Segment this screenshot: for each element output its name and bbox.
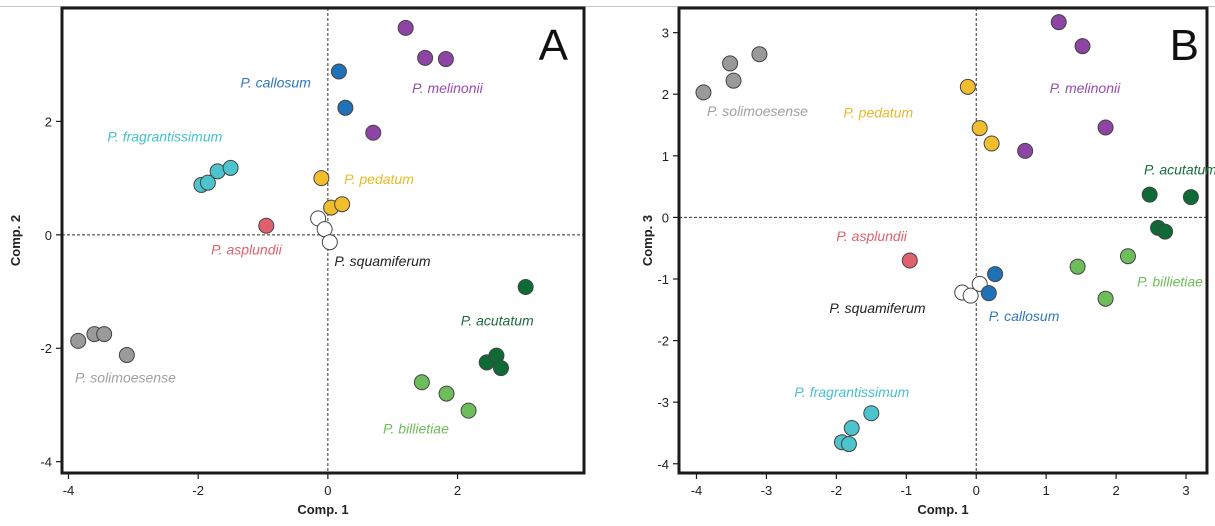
panel-b-point-p-fragrantissimum bbox=[843, 420, 860, 437]
panel-a-point-p-asplundii bbox=[258, 217, 275, 234]
panel-a-point-p-solimoesense bbox=[118, 347, 135, 364]
panel-b-point-p-melinonii bbox=[1074, 38, 1091, 55]
panel-a-point-p-billietiae bbox=[438, 385, 455, 402]
panel-a-label-p-pedatum: P. pedatum bbox=[344, 171, 414, 187]
panel-a-label-p-squamiferum: P. squamiferum bbox=[334, 253, 431, 269]
panel-b-point-p-pedatum bbox=[959, 78, 976, 95]
panel-b-point-p-billietiae bbox=[1119, 248, 1136, 265]
panel-a-xtick-label: -4 bbox=[63, 483, 75, 498]
panel-b-label-p-fragrantissimum: P. fragrantissimum bbox=[794, 384, 909, 400]
panel-a-point-p-callosum bbox=[337, 99, 354, 116]
panel-a-x-axis-label: Comp. 1 bbox=[297, 502, 348, 517]
panel-b-point-p-fragrantissimum bbox=[863, 405, 880, 422]
panel-b-xtick-label: 1 bbox=[1043, 483, 1050, 498]
panel-b-point-p-acutatum bbox=[1141, 186, 1158, 203]
panel-b-y-axis-label: Comp. 3 bbox=[640, 215, 655, 266]
panel-a-point-p-solimoesense bbox=[70, 332, 87, 349]
panel-a-point-p-melinonii bbox=[365, 124, 382, 141]
panel-b-point-p-squamiferum bbox=[962, 287, 979, 304]
panel-a-point-p-pedatum bbox=[334, 196, 351, 213]
panel-a-label-p-asplundii: P. asplundii bbox=[211, 242, 282, 258]
panel-b-ytick-label: -3 bbox=[657, 395, 669, 410]
panel-b-point-p-pedatum bbox=[971, 120, 988, 137]
panel-b-xtick-label: 2 bbox=[1112, 483, 1119, 498]
panel-b-plot-frame bbox=[677, 6, 1209, 475]
panel-b-point-p-fragrantissimum bbox=[840, 436, 857, 453]
panel-b-xtick-label: 0 bbox=[973, 483, 980, 498]
panel-b-ytick-label: -4 bbox=[657, 457, 669, 472]
panel-b-xtick-label: -2 bbox=[831, 483, 843, 498]
panel-b-ytick-label: -1 bbox=[657, 272, 669, 287]
top-divider-line bbox=[0, 6, 1215, 7]
panel-a-plot-frame bbox=[60, 6, 586, 475]
panel-b-point-p-acutatum bbox=[1157, 223, 1174, 240]
panel-b-letter: B bbox=[1170, 21, 1199, 70]
panel-b-ytick-label: 2 bbox=[662, 87, 669, 102]
panel-a-label-p-melinonii: P. melinonii bbox=[412, 80, 483, 96]
panel-a-label-p-solimoesense: P. solimoesense bbox=[75, 369, 176, 385]
panel-b-label-p-squamiferum: P. squamiferum bbox=[829, 300, 926, 316]
panel-b-point-p-solimoesense bbox=[725, 72, 742, 89]
panel-b-label-p-melinonii: P. melinonii bbox=[1050, 80, 1121, 96]
panel-a-xtick-label: 2 bbox=[454, 483, 461, 498]
panel-a-point-p-melinonii bbox=[397, 19, 414, 36]
panel-a-point-p-callosum bbox=[330, 63, 347, 80]
panel-a-label-p-acutatum: P. acutatum bbox=[461, 313, 534, 329]
panel-b-point-p-solimoesense bbox=[695, 84, 712, 101]
panel-b-point-p-pedatum bbox=[983, 135, 1000, 152]
panel-b-point-p-billietiae bbox=[1097, 290, 1114, 307]
panel-b-x-axis-label: Comp. 1 bbox=[917, 502, 968, 517]
panel-b-point-p-solimoesense bbox=[751, 46, 768, 63]
panel-a-ytick-label: -2 bbox=[40, 341, 52, 356]
panel-a-point-p-billietiae bbox=[413, 374, 430, 391]
panel-b-point-p-billietiae bbox=[1069, 258, 1086, 275]
panel-b-xtick-label: -3 bbox=[761, 483, 773, 498]
panel-a-point-p-melinonii bbox=[417, 49, 434, 66]
panel-b-ytick-label: 3 bbox=[662, 26, 669, 41]
panel-a-y-axis-label: Comp. 2 bbox=[8, 215, 23, 266]
panel-a-label-p-callosum: P. callosum bbox=[240, 74, 311, 90]
panel-b-xtick-label: -4 bbox=[691, 483, 703, 498]
chart-panel-b: -4 -3 -2 -1 0 1 2 3 -4 -3 -2 -1 0 1 2 3 Comp. 1 Comp. 3 B P… bbox=[640, 6, 1215, 517]
panel-a-label-p-fragrantissimum: P. fragrantissimum bbox=[107, 128, 222, 144]
panel-a-point-p-solimoesense bbox=[96, 326, 113, 343]
panel-b-xtick-label: -1 bbox=[901, 483, 913, 498]
panel-b-point-p-asplundii bbox=[901, 252, 918, 269]
panel-b-label-p-billietiae: P. billietiae bbox=[1137, 273, 1203, 289]
panel-b-label-p-callosum: P. callosum bbox=[989, 308, 1060, 324]
panel-a-point-p-squamiferum bbox=[321, 234, 338, 251]
panel-a-xtick-label: -2 bbox=[192, 483, 204, 498]
panel-b-point-p-callosum bbox=[987, 266, 1004, 283]
panel-a-point-p-fragrantissimum bbox=[199, 174, 216, 191]
panel-b-xtick-label: 3 bbox=[1182, 483, 1189, 498]
panel-b-label-p-pedatum: P. pedatum bbox=[843, 105, 913, 121]
panel-a-point-p-billietiae bbox=[460, 402, 477, 419]
panel-b-label-p-asplundii: P. asplundii bbox=[836, 228, 907, 244]
panel-b-point-p-callosum bbox=[980, 285, 997, 302]
panel-a-point-p-acutatum bbox=[492, 360, 509, 377]
panel-a-point-p-pedatum bbox=[313, 170, 330, 187]
panel-a-point-p-melinonii bbox=[437, 51, 454, 68]
panel-a-xtick-label: 0 bbox=[324, 483, 331, 498]
panel-b-point-p-melinonii bbox=[1017, 142, 1034, 159]
panel-a-label-p-billietiae: P. billietiae bbox=[383, 420, 449, 436]
panel-b-label-p-solimoesense: P. solimoesense bbox=[707, 103, 808, 119]
panel-a-point-p-acutatum bbox=[517, 279, 534, 295]
panel-b-point-p-melinonii bbox=[1050, 14, 1067, 31]
panel-b-point-p-melinonii bbox=[1097, 119, 1114, 136]
panel-a-letter: A bbox=[539, 21, 569, 70]
panel-b-ytick-label: 1 bbox=[662, 149, 669, 164]
panel-b-label-p-acutatum: P. acutatum bbox=[1144, 161, 1215, 177]
panel-a-ytick-label: 2 bbox=[45, 114, 52, 129]
panel-b-ytick-label: 0 bbox=[662, 210, 669, 225]
panel-b-ytick-label: -2 bbox=[657, 334, 669, 349]
panel-a-ytick-label: 0 bbox=[45, 228, 52, 243]
panel-b-point-p-acutatum bbox=[1182, 189, 1199, 206]
chart-panel-a: -4 -2 0 2 -4 -2 0 2 Comp. 1 Comp. 2 A P. solimoesen… bbox=[8, 6, 586, 517]
panel-a-ytick-label: -4 bbox=[40, 455, 52, 470]
panel-b-point-p-solimoesense bbox=[722, 55, 739, 72]
panel-a-point-p-fragrantissimum bbox=[222, 159, 239, 176]
